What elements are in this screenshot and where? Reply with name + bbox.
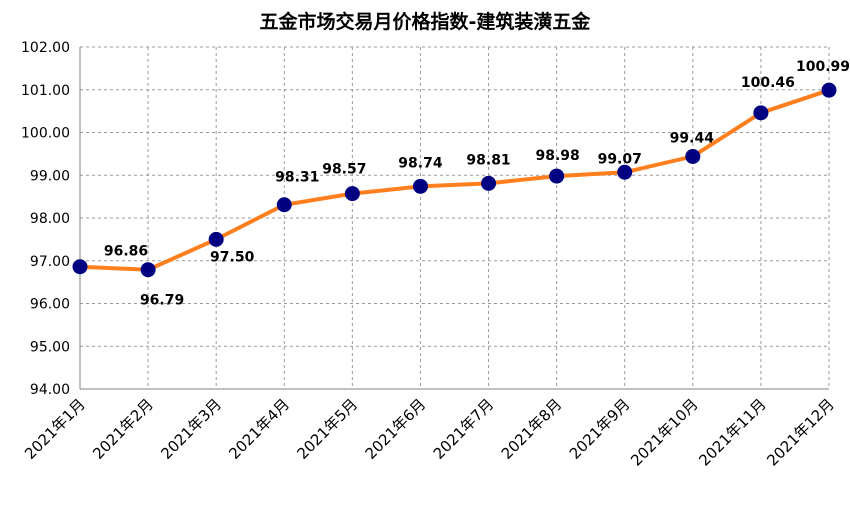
y-tick-label: 99.00 [30,168,70,184]
y-tick-label: 95.00 [30,339,70,355]
y-tick-label: 98.00 [30,211,70,227]
data-label: 98.98 [535,148,579,164]
x-tick-label: 2021年6月 [362,395,430,463]
y-tick-label: 94.00 [30,382,70,398]
x-tick-label: 2021年8月 [498,395,566,463]
y-tick-label: 97.00 [30,254,70,270]
data-label: 100.46 [741,75,795,91]
data-label: 96.79 [140,293,184,309]
data-point [753,105,769,121]
data-point [412,178,428,194]
x-tick-label: 2021年4月 [225,395,293,463]
data-line [79,88,830,272]
x-tick-label: 2021年3月 [157,395,225,463]
data-point [549,168,565,184]
data-point [821,82,837,98]
x-tick-label: 2021年11月 [695,395,769,469]
x-tick-label: 2021年2月 [89,395,157,463]
data-point [481,175,497,191]
data-label: 98.74 [398,155,443,171]
data-point [344,186,360,202]
x-tick-label: 2021年9月 [566,395,634,463]
y-tick-label: 101.00 [21,83,70,99]
x-tick-label: 2021年1月 [21,395,89,463]
data-point [685,148,701,164]
data-label: 97.50 [210,249,255,265]
x-tick-label: 2021年10月 [627,395,701,469]
data-label: 96.86 [104,244,148,260]
data-point [140,262,156,278]
data-label: 100.99 [796,59,850,75]
y-tick-label: 102.00 [21,40,70,56]
data-label: 99.07 [598,151,642,167]
data-label: 99.44 [670,130,715,146]
y-tick-label: 100.00 [21,126,70,142]
data-point [276,197,292,213]
data-point [617,164,633,180]
y-tick-label: 96.00 [30,297,70,313]
data-label: 98.57 [322,162,366,178]
data-point [208,231,224,247]
x-tick-label: 2021年5月 [294,395,362,463]
x-tick-label: 2021年12月 [763,395,837,469]
chart-title: 五金市场交易月价格指数-建筑装潢五金 [260,10,592,33]
x-tick-label: 2021年7月 [430,395,498,463]
data-label: 98.81 [466,152,510,168]
data-label: 98.31 [275,170,319,186]
data-point [72,259,88,275]
